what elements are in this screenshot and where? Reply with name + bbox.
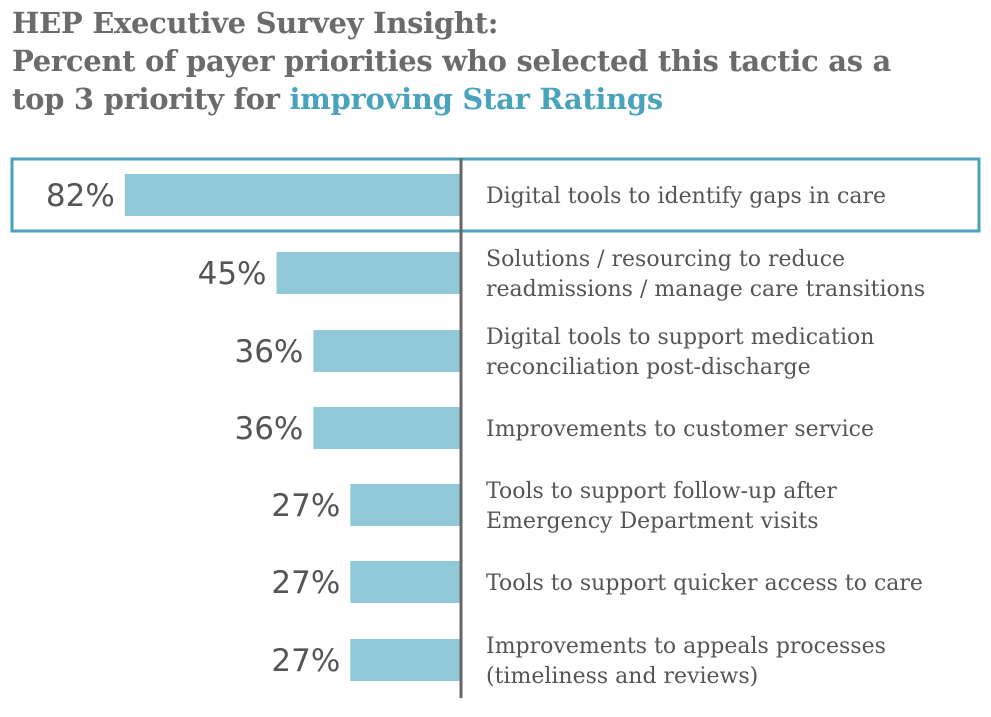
value-label: 45% xyxy=(198,256,267,292)
bar xyxy=(313,407,461,449)
title-line-3-prefix: top 3 priority for xyxy=(12,82,290,116)
bar xyxy=(350,561,461,603)
category-label: readmissions / manage care transitions xyxy=(486,277,925,302)
category-label: Emergency Department visits xyxy=(486,509,819,534)
highlight-box xyxy=(10,157,981,233)
value-label: 27% xyxy=(271,488,340,524)
category-label: (timeliness and reviews) xyxy=(486,664,758,689)
category-label: Tools to support quicker access to care xyxy=(486,571,923,596)
category-label: Improvements to customer service xyxy=(486,417,874,442)
category-label: Solutions / resourcing to reduce xyxy=(486,247,845,272)
bar xyxy=(124,174,462,216)
bar xyxy=(276,252,461,294)
category-label: Tools to support follow-up after xyxy=(486,479,837,504)
title-line-1: HEP Executive Survey Insight: xyxy=(12,6,499,40)
category-label: Improvements to appeals processes xyxy=(486,634,886,659)
value-label: 27% xyxy=(271,643,340,679)
value-label: 27% xyxy=(271,565,340,601)
title-line-3: top 3 priority for improving Star Rating… xyxy=(12,80,982,118)
chart-title: HEP Executive Survey Insight: Percent of… xyxy=(12,4,982,118)
value-label: 36% xyxy=(234,411,303,447)
title-highlight: improving Star Ratings xyxy=(289,82,663,116)
bar xyxy=(313,330,461,372)
bar xyxy=(350,484,461,526)
category-label: Digital tools to support medication xyxy=(486,325,874,350)
value-label: 36% xyxy=(234,334,303,370)
bar xyxy=(350,639,461,681)
value-label: 82% xyxy=(46,178,115,214)
category-label: reconciliation post-discharge xyxy=(486,355,811,380)
category-label: Digital tools to identify gaps in care xyxy=(486,184,886,209)
title-line-2: Percent of payer priorities who selected… xyxy=(12,44,892,78)
